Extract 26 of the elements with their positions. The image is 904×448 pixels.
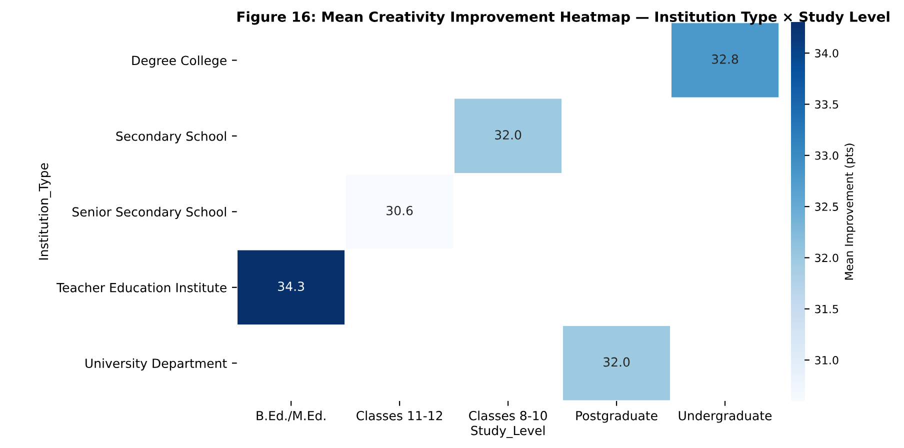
color-bar-label: 33.0 xyxy=(815,151,838,160)
data-label: 32.0 xyxy=(495,130,522,140)
y-tick-label: Senior Secondary School xyxy=(72,206,226,220)
color-bar-label: 31.5 xyxy=(815,304,838,314)
color-bar-label: 33.5 xyxy=(815,100,838,109)
x-tick-label: Undergraduate xyxy=(678,410,772,423)
x-axis-title: Study_Level xyxy=(471,426,545,438)
color-bar-label: 32.0 xyxy=(815,254,838,262)
data-label: 34.3 xyxy=(278,282,304,292)
y-axis-title: Institution_Type xyxy=(38,163,51,260)
color-bar-label: 31.0 xyxy=(815,356,838,364)
x-tick-label: Classes 11-12 xyxy=(356,410,442,420)
color-bar-title: Mean Improvement (pts) xyxy=(844,144,856,280)
y-tick-label: Secondary School xyxy=(116,131,226,144)
chart-title: Figure 16: Mean Creativity Improvement Heatmap — Institution Type × Study Level xyxy=(237,11,890,25)
color-bar-label: 34.0 xyxy=(815,49,838,58)
x-tick-label: B.Ed./M.Ed. xyxy=(256,410,326,422)
x-tick-label: Classes 8-10 xyxy=(469,410,547,420)
y-tick-label: University Department xyxy=(86,358,227,370)
y-tick-label: Teacher Education Institute xyxy=(56,282,226,292)
data-label: 32.8 xyxy=(712,54,738,64)
color-bar-label: 32.5 xyxy=(815,202,838,211)
data-label: 30.6 xyxy=(386,206,413,216)
data-label: 32.0 xyxy=(604,357,630,367)
x-tick-label: Postgraduate xyxy=(576,410,658,423)
y-tick-label: Degree College xyxy=(132,56,226,68)
